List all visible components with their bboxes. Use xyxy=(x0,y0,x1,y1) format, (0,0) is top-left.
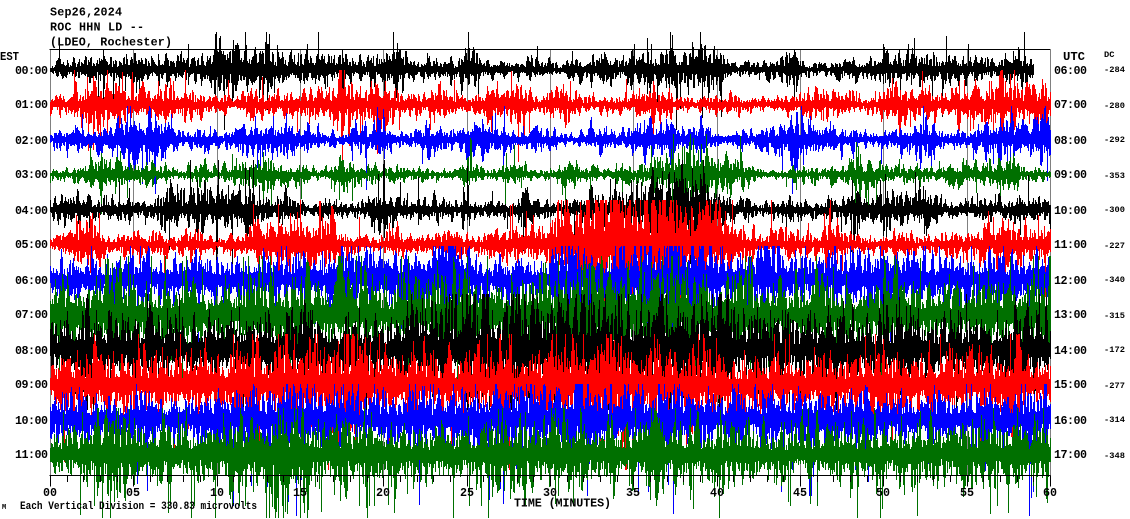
svg-text:35: 35 xyxy=(626,486,640,500)
svg-text:15: 15 xyxy=(293,486,307,500)
svg-text:01:00: 01:00 xyxy=(15,98,48,112)
svg-text:05: 05 xyxy=(126,486,140,500)
svg-text:M: M xyxy=(2,504,6,512)
svg-text:-292: -292 xyxy=(1104,135,1125,145)
svg-text:-300: -300 xyxy=(1104,205,1125,215)
svg-text:-227: -227 xyxy=(1104,241,1125,251)
svg-text:60: 60 xyxy=(1043,486,1057,500)
svg-text:12:00: 12:00 xyxy=(1054,274,1087,288)
svg-text:-340: -340 xyxy=(1104,275,1125,285)
svg-text:UTC: UTC xyxy=(1063,50,1085,64)
svg-text:TIME (MINUTES): TIME (MINUTES) xyxy=(514,497,611,511)
svg-text:50: 50 xyxy=(876,486,890,500)
svg-text:-284: -284 xyxy=(1104,65,1125,75)
svg-text:16:00: 16:00 xyxy=(1054,414,1087,428)
svg-text:-277: -277 xyxy=(1104,381,1125,391)
svg-text:02:00: 02:00 xyxy=(15,134,48,148)
svg-text:11:00: 11:00 xyxy=(15,448,48,462)
svg-text:55: 55 xyxy=(960,486,974,500)
svg-text:06:00: 06:00 xyxy=(15,274,48,288)
svg-text:20: 20 xyxy=(376,486,390,500)
svg-text:25: 25 xyxy=(460,486,474,500)
svg-text:14:00: 14:00 xyxy=(1054,344,1087,358)
svg-text:-314: -314 xyxy=(1104,415,1125,425)
svg-text:ROC HHN LD --: ROC HHN LD -- xyxy=(50,21,144,35)
svg-text:30: 30 xyxy=(543,486,557,500)
svg-text:17:00: 17:00 xyxy=(1054,448,1087,462)
svg-text:15:00: 15:00 xyxy=(1054,378,1087,392)
svg-text:-353: -353 xyxy=(1104,171,1125,181)
svg-text:DC: DC xyxy=(1104,50,1114,60)
svg-text:10: 10 xyxy=(210,486,224,500)
svg-text:EST: EST xyxy=(0,50,19,64)
svg-text:-280: -280 xyxy=(1104,101,1125,111)
svg-text:11:00: 11:00 xyxy=(1054,238,1087,252)
svg-text:13:00: 13:00 xyxy=(1054,308,1087,322)
svg-text:40: 40 xyxy=(710,486,724,500)
svg-text:08:00: 08:00 xyxy=(1054,134,1087,148)
svg-text:03:00: 03:00 xyxy=(15,168,48,182)
svg-text:45: 45 xyxy=(793,486,807,500)
svg-text:-315: -315 xyxy=(1104,311,1125,321)
svg-text:06:00: 06:00 xyxy=(1054,64,1087,78)
svg-text:10:00: 10:00 xyxy=(1054,204,1087,218)
svg-text:Sep26,2024: Sep26,2024 xyxy=(50,6,122,20)
svg-text:07:00: 07:00 xyxy=(15,308,48,322)
svg-text:00: 00 xyxy=(43,486,57,500)
svg-text:08:00: 08:00 xyxy=(15,344,48,358)
svg-text:09:00: 09:00 xyxy=(15,378,48,392)
svg-text:09:00: 09:00 xyxy=(1054,168,1087,182)
svg-text:-172: -172 xyxy=(1104,345,1125,355)
svg-text:10:00: 10:00 xyxy=(15,414,48,428)
svg-text:07:00: 07:00 xyxy=(1054,98,1087,112)
svg-text:Each Vertical Division = 330.: Each Vertical Division = 330.83 microvol… xyxy=(20,501,257,513)
svg-text:00:00: 00:00 xyxy=(15,64,48,78)
svg-text:05:00: 05:00 xyxy=(15,238,48,252)
svg-text:(LDEO, Rochester): (LDEO, Rochester) xyxy=(50,36,172,50)
svg-text:04:00: 04:00 xyxy=(15,204,48,218)
svg-text:-348: -348 xyxy=(1104,451,1125,461)
